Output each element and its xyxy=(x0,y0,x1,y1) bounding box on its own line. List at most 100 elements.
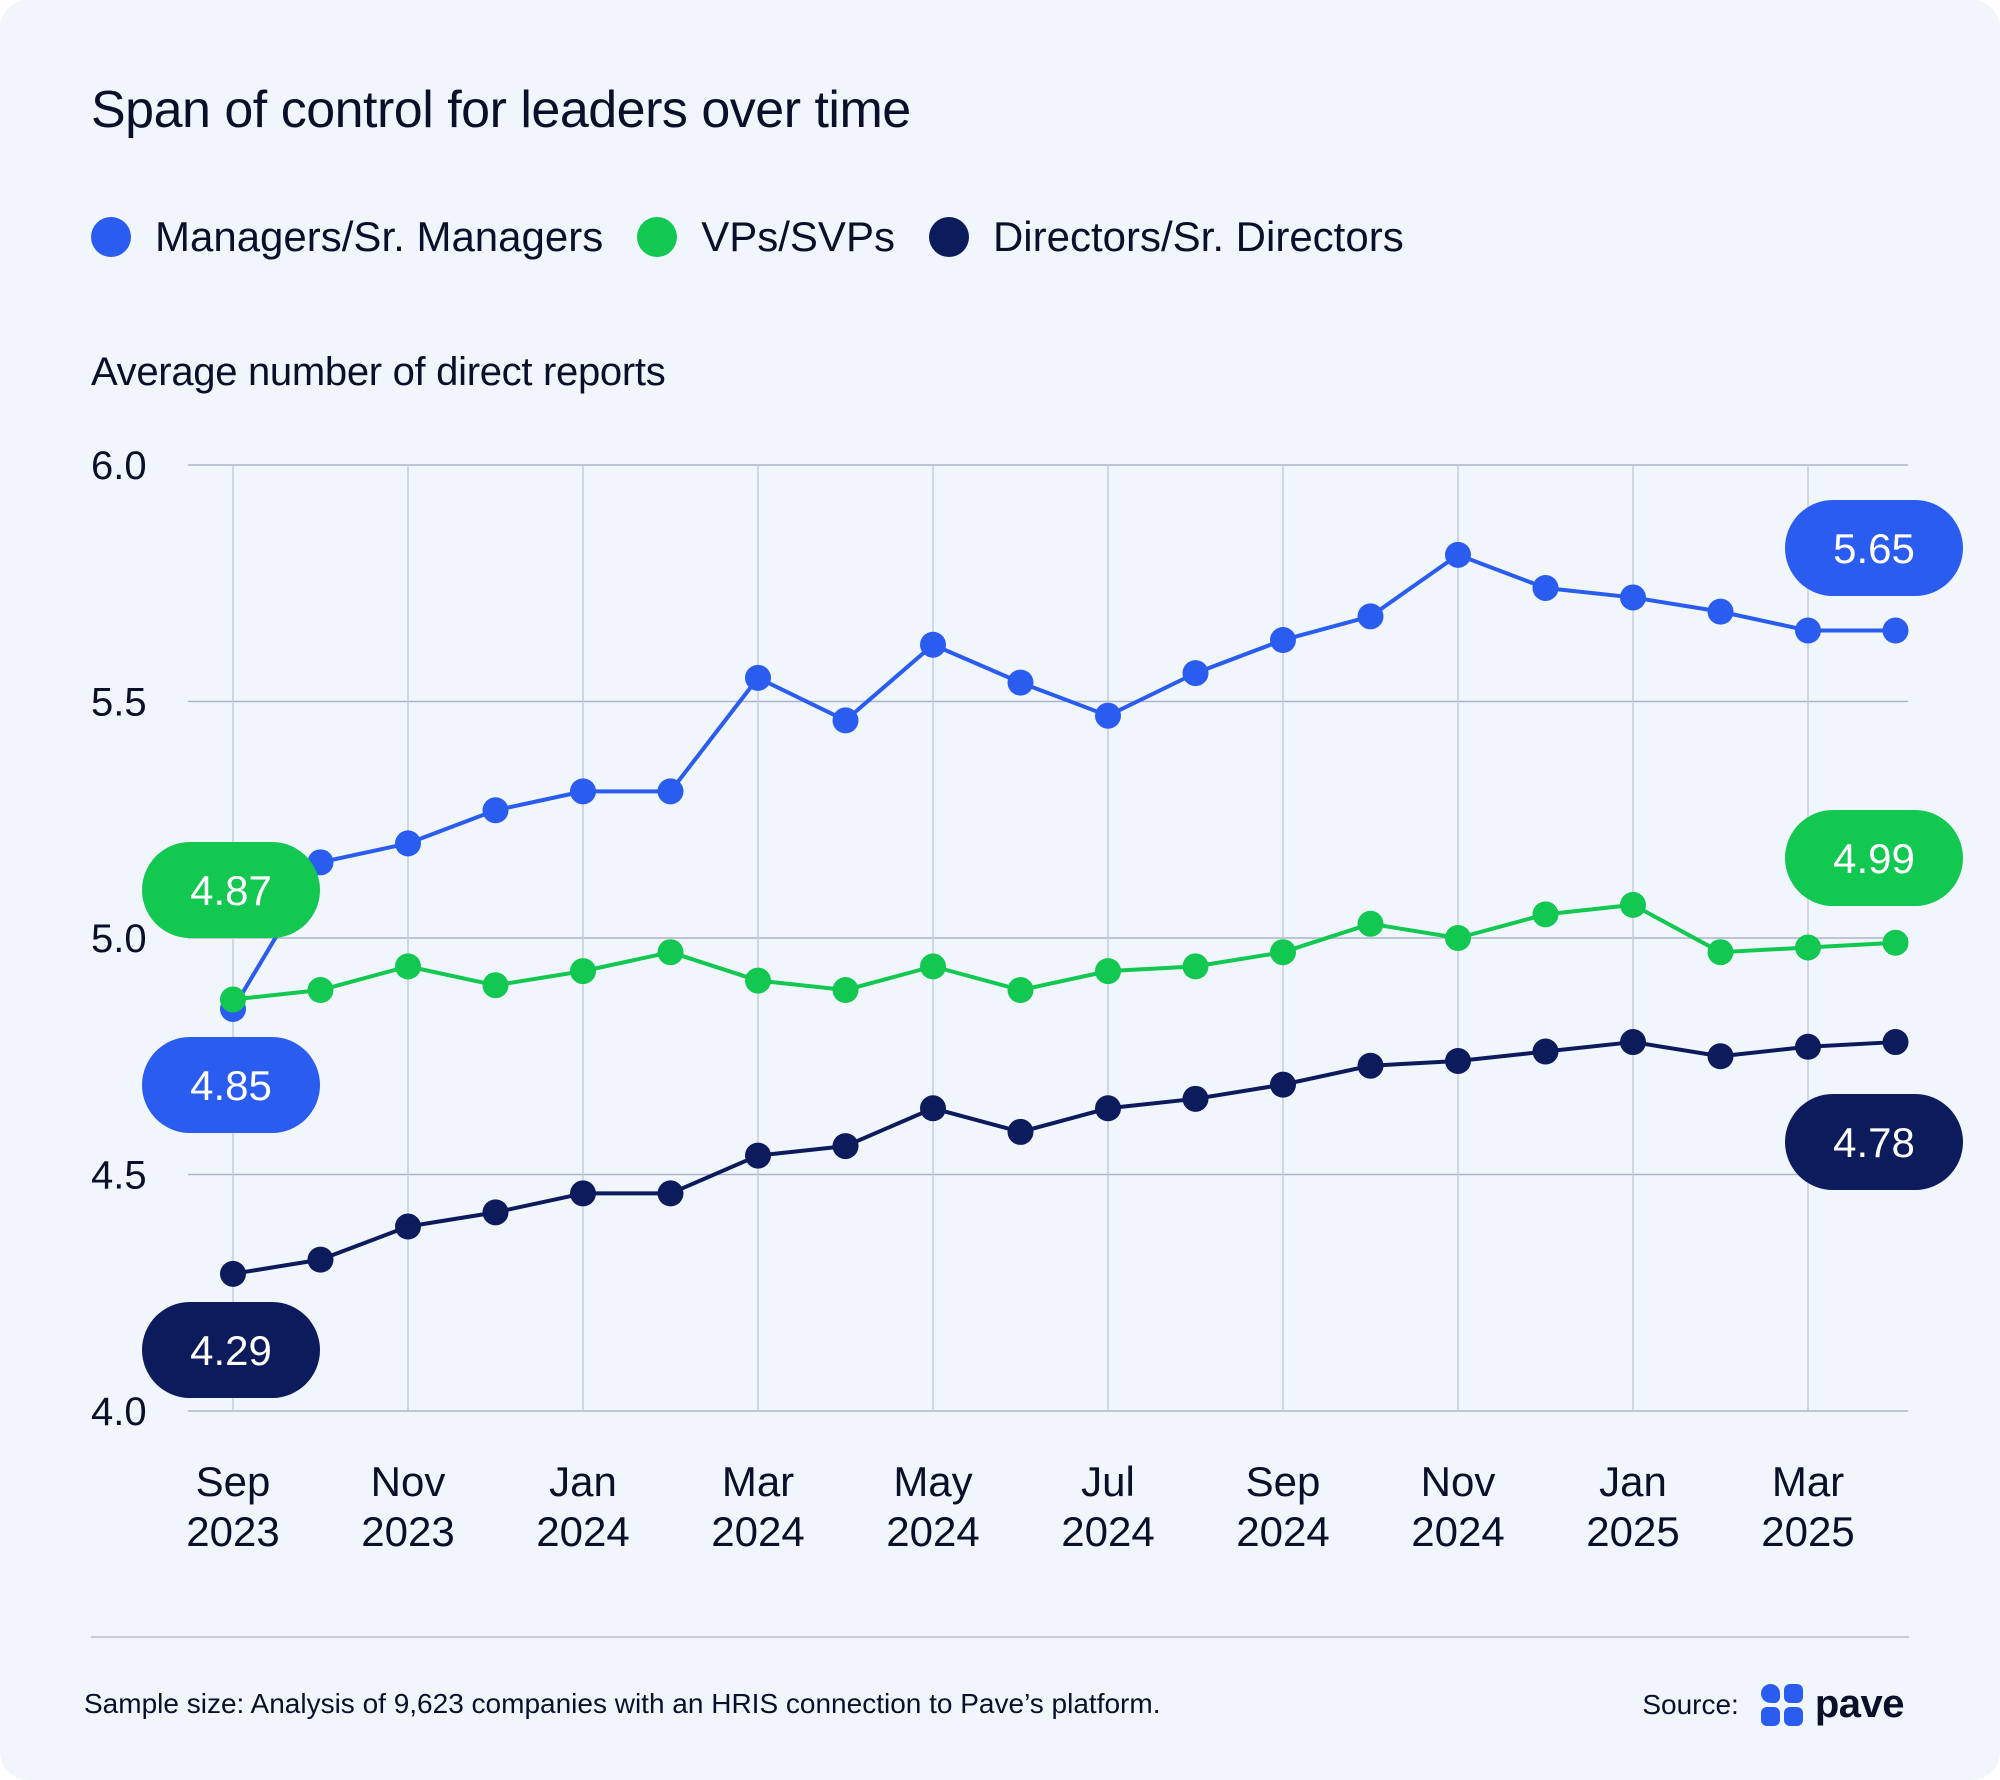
y-tick-label: 4.5 xyxy=(91,1154,147,1198)
data-point xyxy=(832,707,859,734)
x-tick-label-year: 2025 xyxy=(1586,1508,1679,1555)
data-point xyxy=(482,1199,509,1226)
series-line xyxy=(232,1040,1896,1276)
data-point xyxy=(1707,598,1734,625)
start-value-label: 4.87 xyxy=(142,842,320,938)
data-point xyxy=(657,939,684,966)
x-tick-label-month: Sep xyxy=(196,1458,271,1505)
start-value-label-bg xyxy=(142,1037,320,1133)
x-tick-label-year: 2024 xyxy=(536,1508,629,1555)
legend-label-directors: Directors/Sr. Directors xyxy=(992,213,1404,260)
data-point xyxy=(1532,574,1559,601)
data-point xyxy=(920,953,946,980)
x-tick-label-month: Jan xyxy=(1599,1458,1667,1505)
legend-item-directors: Directors/Sr. Directors xyxy=(928,213,1404,261)
x-tick-label-year: 2025 xyxy=(1761,1508,1854,1555)
data-point xyxy=(1882,617,1909,644)
data-point xyxy=(220,1260,246,1287)
x-tick-label-month: Mar xyxy=(1772,1458,1844,1505)
data-point xyxy=(1445,541,1471,568)
legend-dot-directors xyxy=(928,217,969,257)
legend-item-managers: Managers/Sr. Managers xyxy=(91,213,603,261)
x-tick-label-year: 2024 xyxy=(1236,1508,1329,1555)
y-tick-label: 4.0 xyxy=(91,1390,147,1434)
end-value-label: 5.65 xyxy=(1785,500,1963,596)
series-0 xyxy=(220,541,1909,1022)
data-point xyxy=(220,986,246,1013)
data-point xyxy=(1357,910,1384,937)
legend-item-vps: VPs/SVPs xyxy=(637,213,895,261)
x-tick-label-month: Jul xyxy=(1081,1458,1135,1505)
source-attribution: Source: pave xyxy=(1642,1682,1904,1727)
x-tick-label-year: 2023 xyxy=(361,1508,454,1555)
x-tick-label-month: Sep xyxy=(1246,1458,1321,1505)
data-point xyxy=(920,1095,946,1122)
data-point xyxy=(1007,977,1034,1004)
sample-size-note: Sample size: Analysis of 9,623 companies… xyxy=(84,1688,1161,1719)
start-value-label-text: 4.85 xyxy=(190,1062,272,1109)
start-value-label-bg xyxy=(142,842,320,938)
data-point xyxy=(482,797,509,824)
data-point xyxy=(1620,584,1646,611)
legend: Managers/Sr. Managers VPs/SVPs Directors… xyxy=(91,212,1438,262)
x-tick-label-month: Jan xyxy=(549,1458,617,1505)
data-point xyxy=(570,778,596,805)
start-value-label-text: 4.87 xyxy=(190,867,272,914)
data-point xyxy=(1445,925,1471,951)
x-tick-label-year: 2024 xyxy=(886,1508,979,1555)
legend-label-vps: VPs/SVPs xyxy=(701,213,895,260)
data-point xyxy=(1532,1038,1559,1065)
series-line xyxy=(231,552,1896,1010)
x-tick-label-month: Mar xyxy=(722,1458,794,1505)
data-point xyxy=(307,977,334,1004)
pave-logo-icon xyxy=(1760,1683,1803,1726)
data-point xyxy=(657,1180,684,1207)
chart-title: Span of control for leaders over time xyxy=(91,81,911,139)
data-point xyxy=(1795,934,1821,961)
footer-divider xyxy=(91,1636,1909,1638)
data-point xyxy=(1270,939,1296,966)
start-value-label: 4.85 xyxy=(142,1037,320,1133)
data-point xyxy=(1007,1118,1034,1145)
legend-dot-managers xyxy=(91,217,131,257)
y-axis-label: Average number of direct reports xyxy=(91,350,666,394)
data-point xyxy=(1795,617,1821,644)
start-value-label-text: 4.29 xyxy=(190,1327,272,1374)
y-tick-label: 6.0 xyxy=(91,444,147,488)
data-point xyxy=(832,1133,859,1160)
data-point xyxy=(482,972,509,999)
end-value-label-text: 4.99 xyxy=(1833,835,1915,882)
data-point xyxy=(1095,1095,1121,1122)
pave-logo-text: pave xyxy=(1814,1682,1905,1726)
start-value-label-bg xyxy=(142,1302,320,1398)
data-point xyxy=(1532,901,1559,928)
data-point xyxy=(832,977,859,1004)
end-value-label-text: 4.78 xyxy=(1833,1119,1915,1166)
data-point xyxy=(1620,1029,1646,1056)
x-tick-label-month: Nov xyxy=(371,1458,446,1505)
data-point xyxy=(395,1213,421,1240)
data-point xyxy=(1445,1047,1471,1074)
x-tick-label-month: Nov xyxy=(1421,1458,1496,1505)
data-point xyxy=(1357,1052,1384,1079)
end-value-label: 4.78 xyxy=(1785,1094,1963,1190)
data-point xyxy=(1007,669,1034,696)
data-point xyxy=(1795,1033,1821,1060)
data-point xyxy=(920,631,946,658)
data-point xyxy=(1882,929,1909,956)
x-tick-label-month: May xyxy=(893,1458,972,1505)
data-point xyxy=(1095,958,1121,985)
data-point xyxy=(1182,1085,1209,1112)
x-tick-label-year: 2024 xyxy=(711,1508,804,1555)
data-point xyxy=(745,1142,771,1169)
data-point xyxy=(395,953,421,980)
series-2 xyxy=(220,1029,1909,1287)
x-tick-label-year: 2024 xyxy=(1061,1508,1154,1555)
data-point xyxy=(745,664,771,691)
end-value-label-bg xyxy=(1785,810,1963,906)
data-point xyxy=(1182,660,1209,687)
data-point xyxy=(1095,702,1121,729)
data-point xyxy=(1270,1071,1296,1098)
